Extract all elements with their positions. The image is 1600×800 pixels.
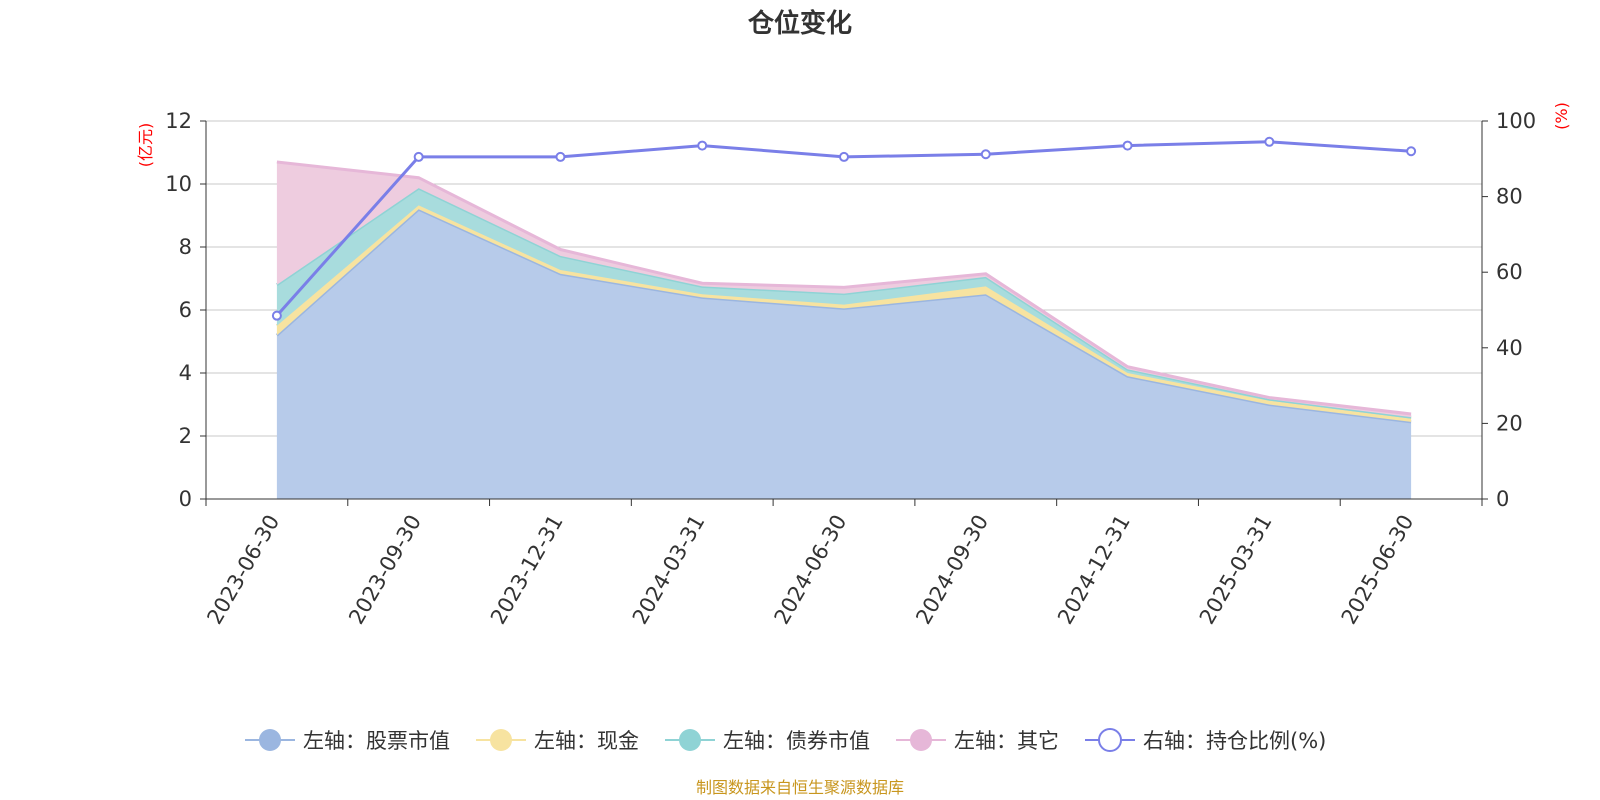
ratio-point [697,140,708,151]
x-tick-label: 2025-06-30 [1337,511,1419,629]
left-tick-label: 6 [179,298,192,322]
left-axis-unit: (亿元) [136,123,155,168]
ratio-point [980,149,991,160]
source-note: 制图数据来自恒生聚源数据库 [696,778,904,797]
legend-item-1[interactable]: 左轴：现金 [476,729,639,753]
right-tick-label: 20 [1496,411,1523,435]
area-series-2 [276,188,1412,419]
area-edge-series-3 [276,160,1412,416]
legend-circle-symbol [259,729,281,751]
x-tick-label: 2023-12-31 [486,511,568,629]
x-tick-label: 2024-06-30 [770,511,852,629]
right-tick-label: 80 [1496,185,1523,209]
stacked-areas [275,160,1412,499]
ratio-point [271,310,282,321]
legend-circle-symbol [679,729,701,751]
legend-label: 左轴：现金 [534,729,639,753]
legend: 左轴：股票市值 左轴：现金 左轴：债券市值 左轴：其它 右轴：持仓比例(%) [245,728,1326,753]
legend-circle-symbol [1098,728,1122,752]
right-tick-label: 100 [1496,109,1536,133]
x-tick-label: 2023-09-30 [344,511,426,629]
x-tick-label: 2024-12-31 [1053,511,1135,629]
legend-item-3[interactable]: 左轴：其它 [896,729,1059,753]
left-tick-label: 8 [179,235,192,259]
legend-label: 右轴：持仓比例(%) [1143,729,1326,753]
x-tick-label: 2024-03-31 [628,511,710,629]
area-series-3 [276,161,1412,418]
left-tick-label: 0 [179,487,192,511]
legend-circle-symbol [910,729,932,751]
chart-title: 仓位变化 [747,8,852,39]
right-tick-label: 0 [1496,487,1509,511]
ratio-point [839,151,849,162]
legend-item-0[interactable]: 左轴：股票市值 [245,729,450,753]
left-tick-label: 4 [179,361,192,385]
legend-label: 左轴：股票市值 [303,729,450,753]
ratio-point [1264,136,1275,147]
area-series-0 [276,209,1412,499]
right-axis-unit: (%) [1552,102,1571,130]
left-tick-label: 10 [165,172,192,196]
ratio-point [555,151,566,162]
ratio-point [1122,140,1133,151]
legend-item-4[interactable]: 右轴：持仓比例(%) [1085,728,1326,753]
legend-circle-symbol [490,729,512,751]
left-tick-label: 12 [165,109,192,133]
ratio-point [413,151,424,162]
x-tick-label: 2023-06-30 [202,511,284,629]
right-tick-label: 60 [1496,260,1523,284]
right-tick-label: 40 [1496,336,1523,360]
ratio-point [1406,146,1417,157]
x-tick-label: 2025-03-31 [1195,511,1277,629]
legend-item-2[interactable]: 左轴：债券市值 [665,729,870,753]
x-tick-label: 2024-09-30 [911,511,993,629]
legend-label: 左轴：债券市值 [723,729,870,753]
holding-ratio-line [271,136,1417,321]
left-tick-label: 2 [179,424,192,448]
legend-label: 左轴：其它 [954,729,1059,753]
